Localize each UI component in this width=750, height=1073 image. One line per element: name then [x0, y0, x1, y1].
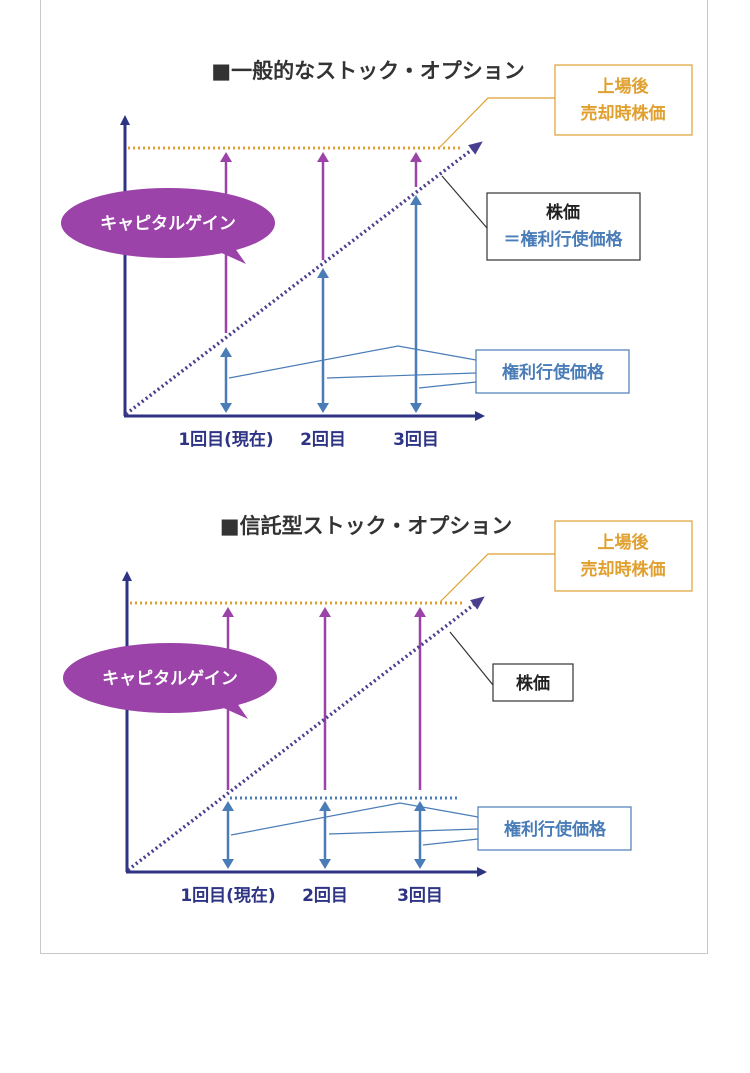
tick-label-3: 3回目 — [397, 886, 443, 906]
capital-gain-label: キャピタルゲイン — [100, 213, 236, 234]
exercise-leader-3 — [422, 838, 479, 846]
listing-label-line1: 上場後 — [598, 532, 650, 553]
diagram-frame — [40, 0, 708, 954]
tick-label-2: 2回目 — [302, 886, 348, 906]
listing-leader-line — [439, 97, 555, 148]
stock-label-line1: 株価 — [516, 673, 550, 694]
listing-price-box — [554, 520, 693, 592]
diagram-title: ■一般的なストック・オプション — [211, 59, 524, 83]
diagram-trust: ■信託型ストック・オプション 上場後 売却時株価 株価 権利行使価格 — [63, 514, 693, 906]
capital-gain-bubble: キャピタルゲイン — [63, 643, 277, 719]
exercise-price-label: 権利行使価格 — [504, 819, 607, 840]
exercise-leader-1 — [228, 345, 477, 379]
listing-label-line2: 売却時株価 — [581, 103, 666, 124]
diagram-title: ■信託型ストック・オプション — [220, 514, 512, 538]
tick-label-2: 2回目 — [300, 430, 346, 450]
tick-label-1: 1回目(現在) — [178, 429, 273, 450]
exercise-leader-2 — [326, 372, 477, 379]
stock-leader-line — [441, 175, 488, 229]
listing-price-box — [554, 64, 693, 136]
listing-label-line1: 上場後 — [598, 76, 650, 97]
diagram-general: ■一般的なストック・オプション 上場後 売却時株価 株価 ＝権利行使価格 権利行… — [61, 59, 693, 450]
stock-label-line1: 株価 — [546, 202, 580, 223]
stock-leader-line — [449, 631, 494, 686]
listing-label-line2: 売却時株価 — [581, 559, 666, 580]
exercise-price-label: 権利行使価格 — [502, 362, 605, 383]
capital-gain-label: キャピタルゲイン — [102, 668, 238, 689]
exercise-price-box — [477, 806, 632, 851]
stock-price-line — [124, 141, 483, 416]
tick-label-3: 3回目 — [393, 430, 439, 450]
stock-price-box — [492, 663, 574, 702]
stock-label-line2: ＝権利行使価格 — [504, 229, 624, 250]
exercise-leader-3 — [418, 381, 477, 389]
exercise-price-box — [475, 349, 630, 394]
listing-leader-line — [439, 553, 555, 603]
capital-gain-bubble: キャピタルゲイン — [61, 188, 275, 264]
stock-price-box — [486, 192, 641, 261]
exercise-leader-1 — [230, 802, 479, 836]
exercise-leader-2 — [328, 828, 479, 835]
stock-price-line — [126, 596, 485, 872]
tick-label-1: 1回目(現在) — [180, 885, 275, 906]
